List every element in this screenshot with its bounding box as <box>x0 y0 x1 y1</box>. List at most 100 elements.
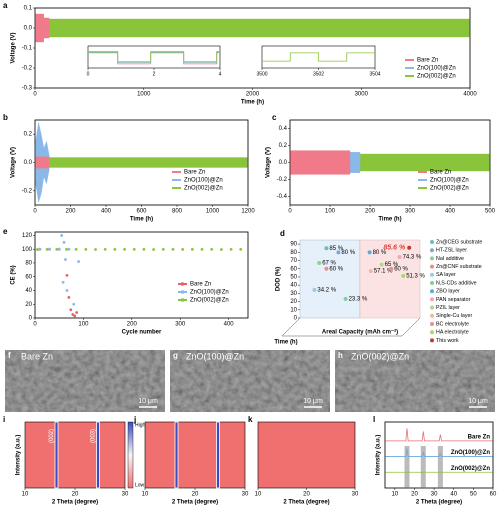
ce-point <box>71 313 75 316</box>
ce-point <box>113 247 117 251</box>
ce-point <box>161 248 165 251</box>
x-tick-label: 1200 <box>241 209 255 215</box>
legend-label: NaI additive <box>436 256 464 262</box>
y-axis-label: Voltage (V) <box>11 147 17 178</box>
legend-label: ZnO(002)@Zn <box>190 298 229 304</box>
xrd-line <box>385 428 493 442</box>
x-axis-label: 2 Theta (degree) <box>283 500 329 506</box>
legend-dot <box>430 272 434 277</box>
ce-point <box>67 247 71 251</box>
ce-point <box>69 308 73 312</box>
panel-label: h <box>338 351 343 360</box>
panel-label: i <box>3 415 5 424</box>
x-tick-label: 300 <box>405 209 416 215</box>
panel-label: b <box>3 113 8 122</box>
dod-label: 57.1 % <box>374 269 393 275</box>
ce-point <box>200 248 204 251</box>
y-axis-label: CE (%) <box>11 265 17 284</box>
x-tick-label: 1000 <box>206 209 220 215</box>
ce-point <box>239 248 243 251</box>
scale-label: 10 μm <box>303 398 323 405</box>
voltage-line <box>88 52 220 63</box>
y-tick-label: 90 <box>290 242 297 248</box>
dod-label: 65 % <box>385 262 399 268</box>
ce-point <box>60 234 64 237</box>
y-tick-label: 60 <box>25 274 32 280</box>
x-tick-label: 20 <box>303 492 310 498</box>
x-tick-label: 4 <box>219 71 222 77</box>
y-tick-label: 0.0 <box>279 160 288 166</box>
voltage-band <box>289 150 351 175</box>
dod-label: 60 % <box>394 266 408 272</box>
plot-frame <box>34 231 249 319</box>
y-tick-label: 70 <box>290 258 297 264</box>
x-tick-label: 40 <box>450 492 457 498</box>
x-tick-label: 30 <box>352 492 359 498</box>
x-tick-label: 0 <box>33 322 37 328</box>
x-tick-label: 100 <box>78 322 89 328</box>
scale-label: 10 μm <box>468 398 488 405</box>
y-tick-label: 40 <box>290 283 297 289</box>
plot-frame <box>34 7 471 89</box>
peak-label: (003) <box>91 429 97 443</box>
highlight <box>404 446 410 488</box>
ce-point <box>94 248 97 251</box>
legend-dot <box>430 338 434 343</box>
peak-label: (002) <box>49 429 55 443</box>
x-tick-label: 20 <box>411 492 418 498</box>
x-tick-label: 800 <box>172 209 183 215</box>
ce-point <box>65 289 69 292</box>
dod-label: 60 % <box>329 266 343 272</box>
x-axis-label: Time (h) <box>241 100 264 106</box>
y-tick-label: 20 <box>290 299 297 305</box>
dod-label: 74.3 % <box>403 255 422 261</box>
x-tick-label: 0 <box>87 71 90 77</box>
y-tick-label: 80 <box>25 261 32 267</box>
ce-point <box>65 247 68 251</box>
ce-point <box>57 247 61 251</box>
x-tick-label: 3000 <box>355 92 369 98</box>
x-tick-label: 500 <box>485 209 496 215</box>
ce-point <box>65 273 69 277</box>
dod-point <box>401 273 406 278</box>
legend-dot <box>430 305 434 310</box>
ce-point <box>103 248 107 251</box>
x-axis-label: Time (h) <box>130 217 153 223</box>
legend-dot <box>180 290 185 294</box>
legend-label: Bare Zn <box>184 170 205 176</box>
x-tick-label: 20 <box>72 492 79 498</box>
ce-point <box>229 248 233 251</box>
ce-point <box>142 248 146 251</box>
y-axis-label: Voltage (V) <box>266 147 272 178</box>
x-tick-label: 30 <box>431 492 438 498</box>
y-tick-label: 20 <box>25 302 32 308</box>
legend-label: PZIL layer <box>436 305 460 311</box>
x-tick-label: 3504 <box>369 71 380 77</box>
y-tick-label: 0.0 <box>24 26 33 32</box>
dod-point <box>324 266 329 271</box>
highlight <box>437 446 443 488</box>
x-tick-label: 400 <box>101 209 112 215</box>
ce-point <box>190 248 194 251</box>
dod-label: 51.3 % <box>406 273 425 279</box>
x-tick-label: 400 <box>445 209 456 215</box>
y-tick-label: -0.2 <box>22 66 33 72</box>
sem-image <box>5 350 165 412</box>
x-tick-label: 2 <box>153 71 156 77</box>
dod-label: 34.2 % <box>317 287 336 293</box>
x-tick-label: 30 <box>242 492 249 498</box>
legend-dot <box>430 313 434 318</box>
heatmap <box>257 421 356 489</box>
legend-label: ZnO(100)@Zn <box>184 178 223 184</box>
ce-point <box>210 248 214 251</box>
legend-dot <box>180 282 185 286</box>
dod-label: 85.6 % <box>383 245 406 252</box>
ce-point <box>64 258 67 261</box>
x-tick-label: 0 <box>288 209 292 215</box>
x-tick-label: 400 <box>224 322 235 328</box>
panel-label: a <box>3 1 8 10</box>
legend-dot <box>430 256 434 261</box>
legend-dot <box>430 322 434 326</box>
x-tick-label: 10 <box>22 492 29 498</box>
dod-label: 80 % <box>373 250 387 256</box>
